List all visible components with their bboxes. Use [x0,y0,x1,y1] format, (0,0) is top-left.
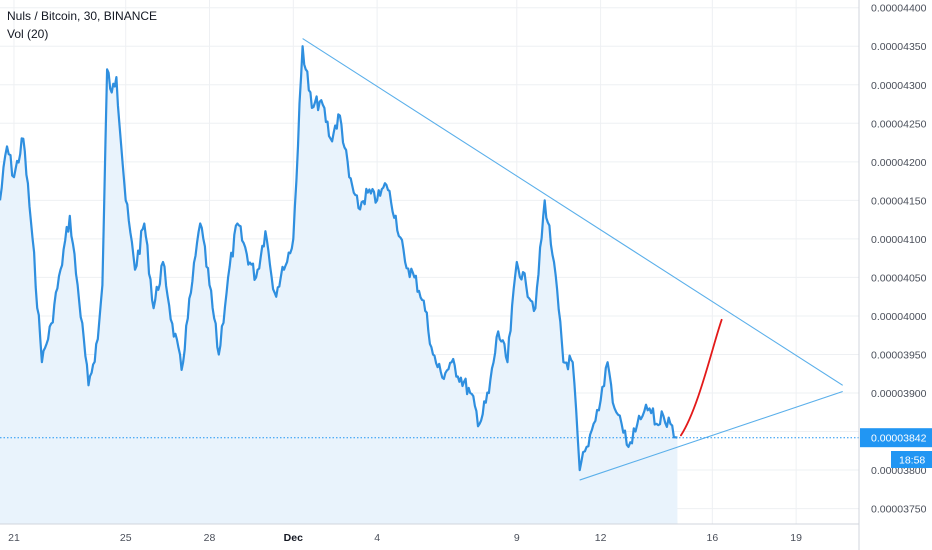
trendlines[interactable] [302,38,844,481]
x-tick-label: 12 [595,532,607,544]
price-area-fill [0,46,678,524]
y-tick-label: 0.00004050 [871,272,927,284]
symbol-legend[interactable]: Nuls / Bitcoin, 30, BINANCE [7,9,158,23]
y-tick-label: 0.00004400 [871,3,927,15]
trendline-upper [302,38,844,386]
projection-curve[interactable] [680,318,723,437]
y-tick-label: 0.00004100 [871,234,927,246]
x-tick-label: 28 [204,532,216,544]
y-tick-label: 0.00003950 [871,349,927,361]
x-tick-label: 9 [514,532,520,544]
y-tick-label: 0.00004350 [871,41,927,53]
x-tick-label: 16 [706,532,718,544]
y-tick-label: 0.00003800 [871,465,927,477]
x-tick-label: 19 [790,532,802,544]
y-tick-label: 0.00004150 [871,195,927,207]
y-tick-label: 0.00003900 [871,388,927,400]
countdown-value: 18:58 [899,455,925,467]
price-badge: 0.00003842 [860,428,932,448]
x-tick-label: 21 [8,532,20,544]
volume-legend[interactable]: Vol (20) [7,27,49,41]
x-tick-label: 25 [120,532,132,544]
x-tick-label: Dec [284,532,303,544]
y-tick-label: 0.00003750 [871,504,927,516]
trendline-lower [579,390,843,481]
y-tick-label: 0.00004200 [871,157,927,169]
y-tick-label: 0.00004300 [871,80,927,92]
countdown-badge: 18:58 [891,451,932,468]
x-axis-ticks: 21 25 28 Dec 4 9 12 16 19 [8,532,802,544]
price-badge-value: 0.00003842 [871,433,927,445]
x-tick-label: 4 [374,532,380,544]
y-tick-label: 0.00004250 [871,118,927,130]
y-tick-label: 0.00004000 [871,311,927,323]
price-line[interactable] [0,45,678,472]
